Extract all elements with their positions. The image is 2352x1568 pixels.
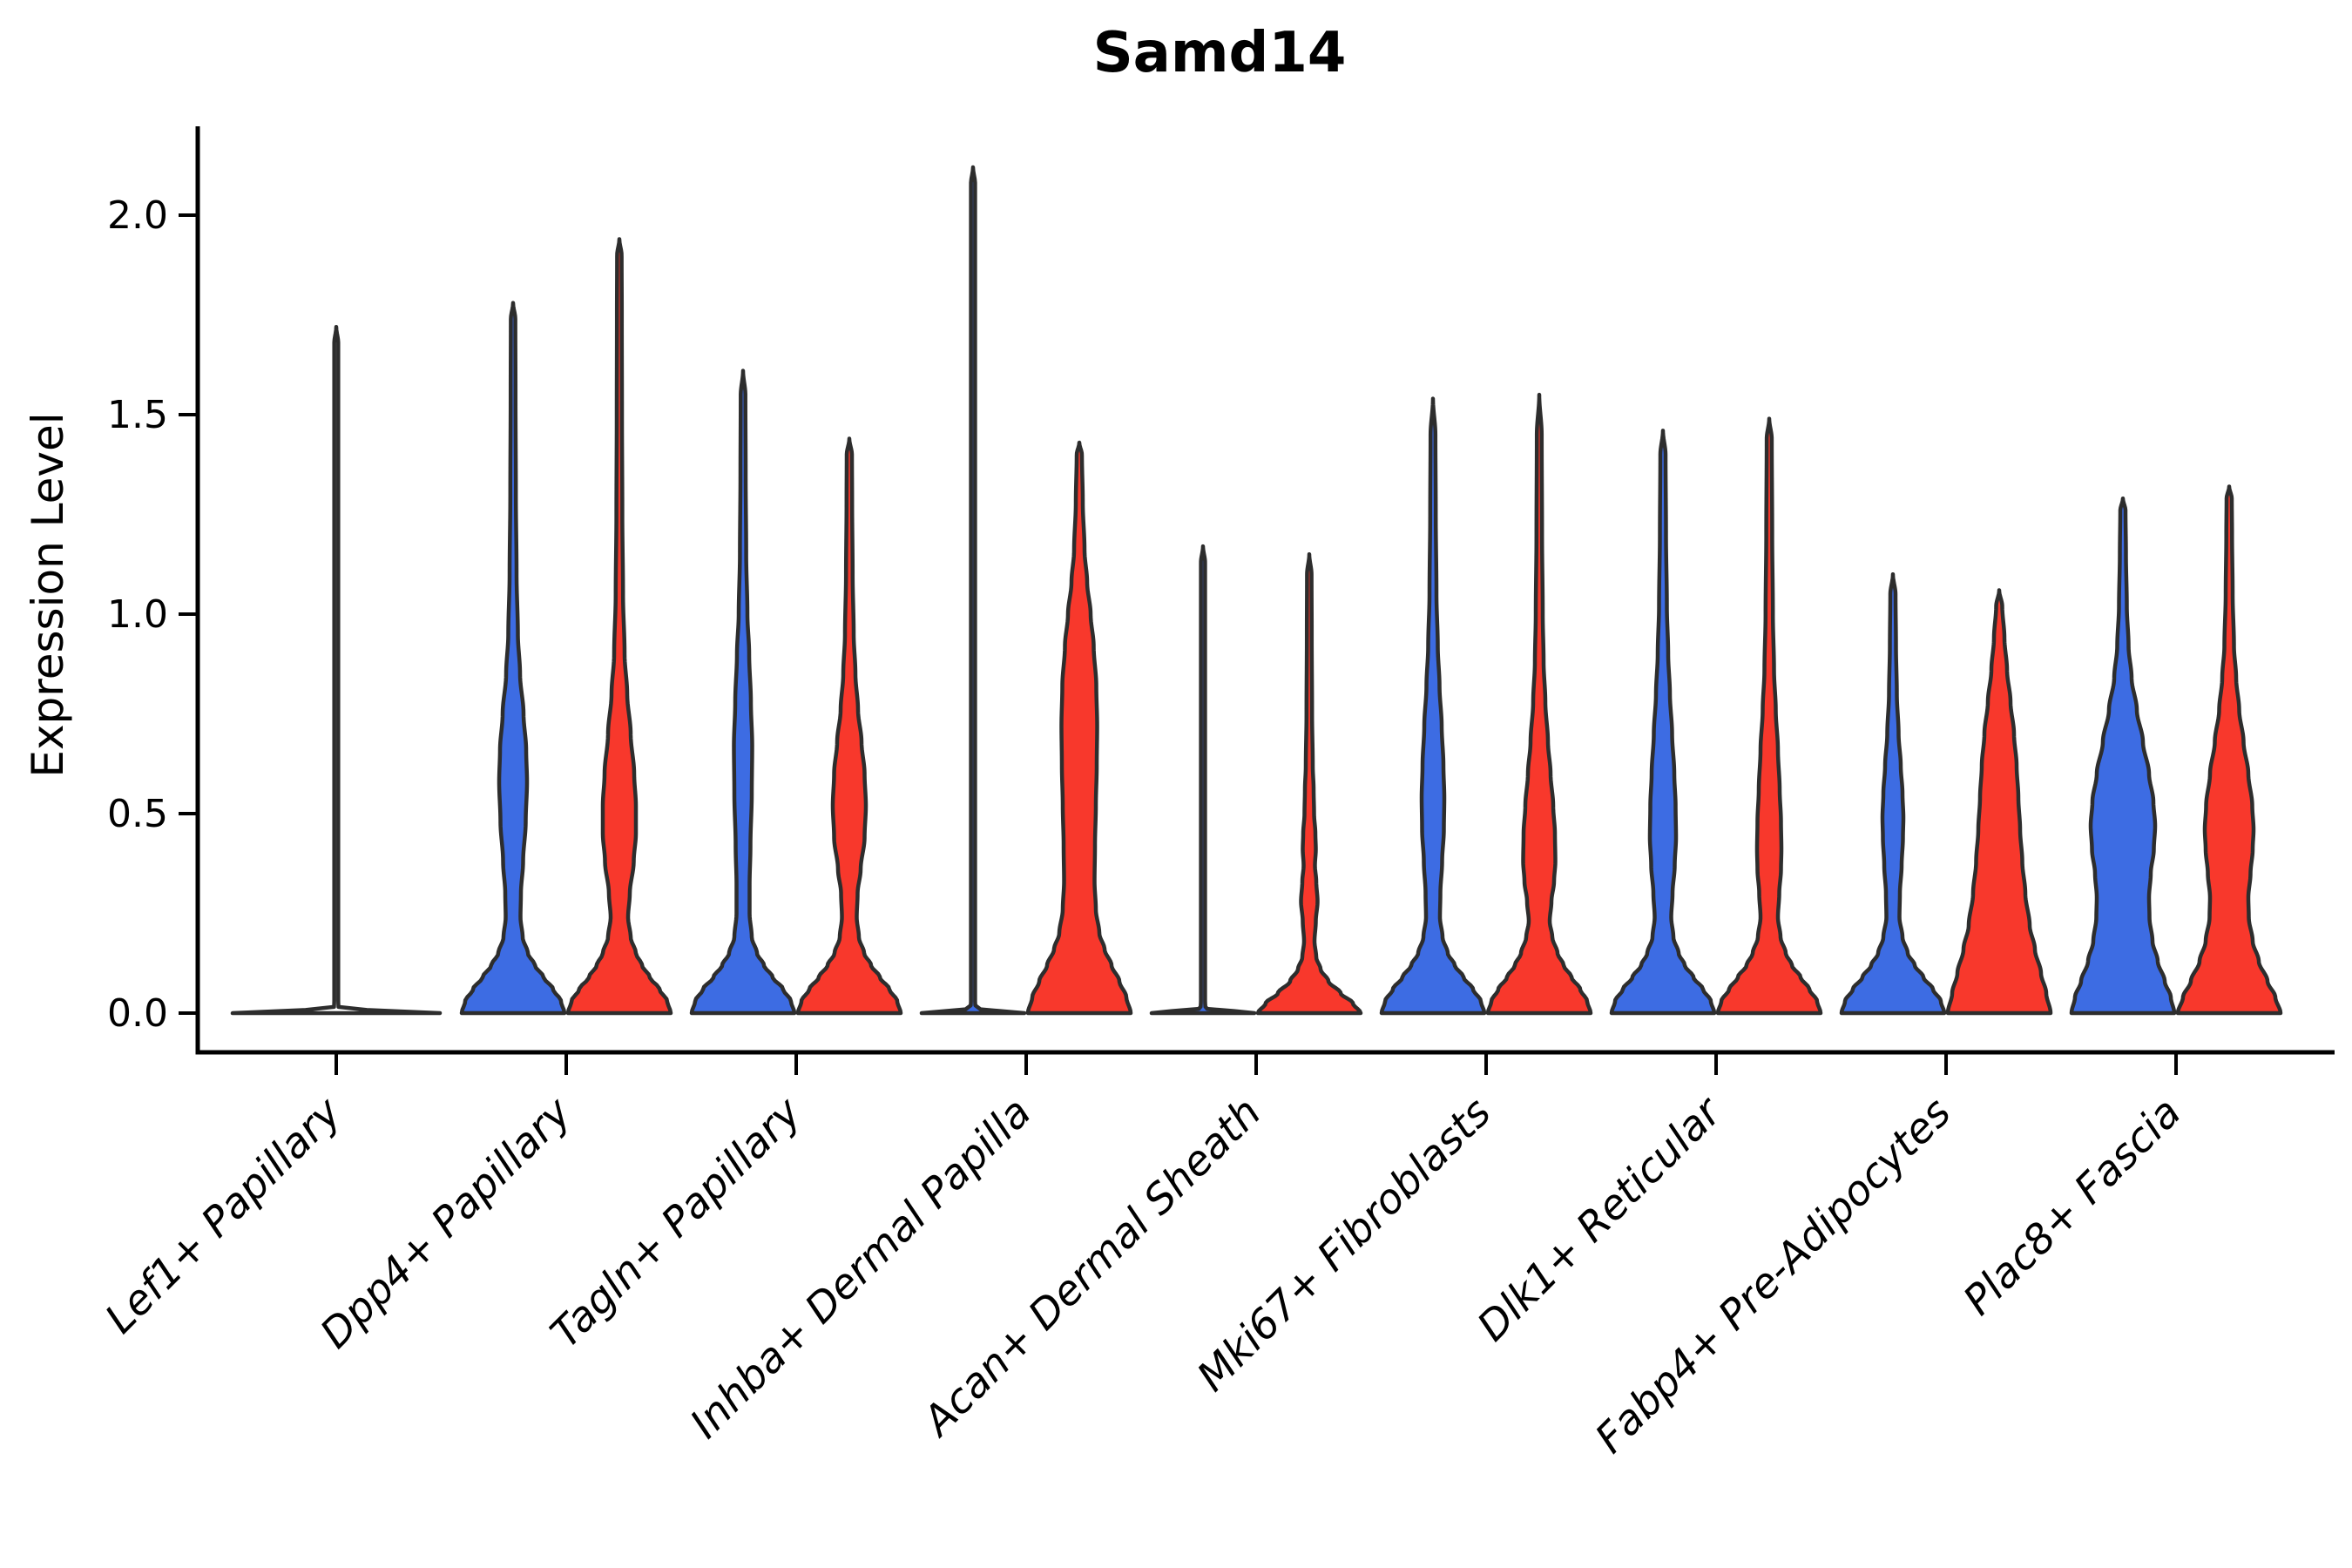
y-axis-label: Expression Level xyxy=(23,412,73,777)
violin-8-red xyxy=(2175,484,2283,1016)
violin-0-center xyxy=(230,324,443,1016)
violin-1-blue xyxy=(459,301,567,1016)
x-tick-label-1: Dpp4+ Papillary xyxy=(311,1088,581,1358)
violin-3-red xyxy=(1025,440,1133,1016)
x-tick-label-0: Lef1+ Papillary xyxy=(96,1088,351,1343)
violin-7-blue xyxy=(1839,571,1947,1016)
violin-6-red xyxy=(1715,416,1823,1016)
violin-4-blue xyxy=(1149,544,1257,1016)
violin-7-red xyxy=(1945,588,2053,1016)
violin-4-red xyxy=(1255,552,1363,1016)
violin-5-blue xyxy=(1379,396,1487,1016)
y-tick-label: 1.5 xyxy=(107,393,168,437)
chart-title: Samd14 xyxy=(1093,21,1347,85)
violin-8-blue xyxy=(2069,496,2177,1016)
violin-2-blue xyxy=(689,368,797,1016)
x-tick-label-6: Dlk1+ Reticular xyxy=(1469,1087,1733,1351)
axis-spines xyxy=(195,126,2335,1055)
violin-layer xyxy=(230,165,2283,1016)
x-tick-label-2: Tagln+ Papillary xyxy=(542,1088,812,1358)
y-tick-label: 2.0 xyxy=(107,193,168,238)
violin-6-blue xyxy=(1609,429,1717,1016)
violin-1-red xyxy=(565,237,673,1016)
violin-5-red xyxy=(1485,392,1593,1016)
y-tick-label: 0.5 xyxy=(107,792,168,836)
y-tick-label: 1.0 xyxy=(107,592,168,637)
violin-2-red xyxy=(795,436,903,1016)
x-tick-label-8: Plac8+ Fascia xyxy=(1954,1089,2190,1325)
y-tick-label: 0.0 xyxy=(107,991,168,1036)
violin-3-blue xyxy=(919,165,1027,1016)
